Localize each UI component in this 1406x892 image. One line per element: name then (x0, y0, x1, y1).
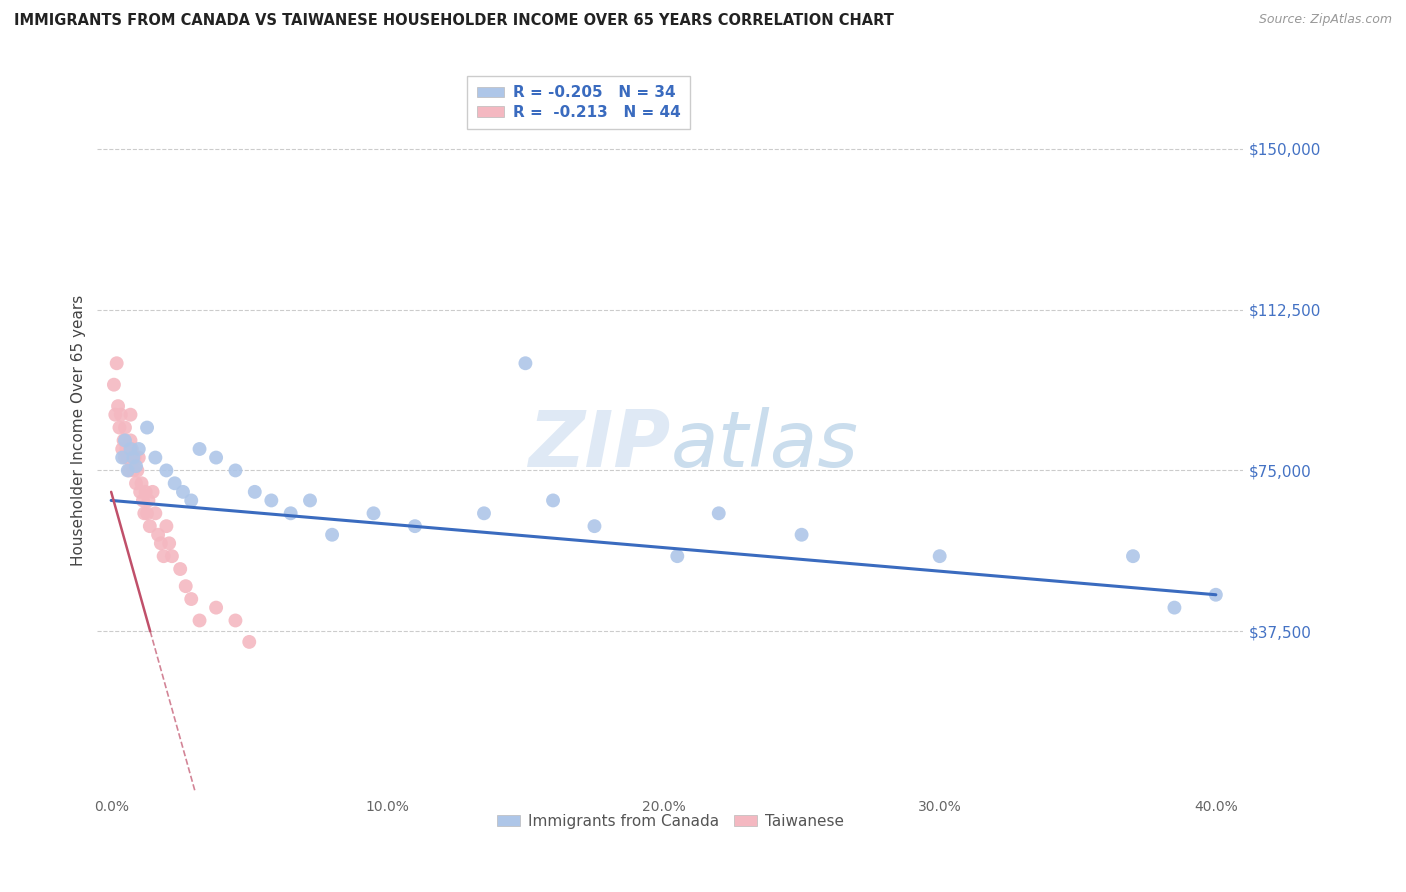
Point (131, 476, 153, 491)
Point (114, 420, 136, 434)
Point (110, 408, 132, 422)
Point (169, 562, 191, 576)
Point (146, 527, 169, 541)
Point (120, 408, 142, 422)
Point (163, 476, 186, 491)
Point (188, 614, 211, 628)
Text: ZIP: ZIP (529, 407, 671, 483)
Point (122, 463, 145, 477)
Point (121, 442, 143, 456)
Legend: Immigrants from Canada, Taiwanese: Immigrants from Canada, Taiwanese (491, 808, 849, 835)
Point (280, 506, 302, 520)
Point (111, 442, 134, 456)
Point (243, 484, 266, 499)
Point (224, 463, 246, 477)
Point (111, 450, 134, 465)
Point (114, 450, 136, 465)
Point (707, 506, 730, 520)
Point (117, 463, 139, 477)
Point (128, 442, 150, 456)
Point (124, 450, 146, 465)
Y-axis label: Householder Income Over 65 years: Householder Income Over 65 years (72, 294, 86, 566)
Point (108, 420, 131, 434)
Point (790, 527, 813, 541)
Point (136, 420, 159, 434)
Point (174, 579, 197, 593)
Point (125, 476, 148, 491)
Point (142, 484, 165, 499)
Point (105, 356, 128, 370)
Point (472, 506, 495, 520)
Point (541, 493, 564, 508)
Point (132, 493, 155, 508)
Point (120, 434, 142, 448)
Point (666, 549, 689, 564)
Point (205, 450, 228, 465)
Point (157, 536, 180, 550)
Point (134, 506, 156, 520)
Point (125, 459, 148, 474)
Point (404, 519, 426, 533)
Point (1163, 600, 1185, 615)
Point (114, 434, 136, 448)
Point (127, 463, 149, 477)
Point (155, 519, 177, 533)
Point (115, 442, 138, 456)
Point (238, 635, 260, 649)
Point (112, 434, 135, 448)
Point (143, 506, 166, 520)
Point (160, 549, 183, 564)
Point (928, 549, 950, 564)
Point (129, 484, 152, 499)
Point (1122, 549, 1144, 564)
Point (298, 493, 321, 508)
Point (104, 408, 127, 422)
Point (1205, 588, 1227, 602)
Point (103, 377, 125, 392)
Point (155, 463, 177, 477)
Point (188, 442, 211, 456)
Point (515, 356, 537, 370)
Point (180, 493, 202, 508)
Point (136, 506, 159, 520)
Point (120, 442, 142, 456)
Point (128, 450, 150, 465)
Point (583, 519, 606, 533)
Text: IMMIGRANTS FROM CANADA VS TAIWANESE HOUSEHOLDER INCOME OVER 65 YEARS CORRELATION: IMMIGRANTS FROM CANADA VS TAIWANESE HOUS… (14, 13, 894, 29)
Point (205, 600, 228, 615)
Point (107, 399, 129, 413)
Point (180, 592, 202, 607)
Text: Source: ZipAtlas.com: Source: ZipAtlas.com (1258, 13, 1392, 27)
Point (172, 484, 194, 499)
Point (139, 519, 162, 533)
Point (143, 450, 166, 465)
Point (117, 450, 139, 465)
Point (224, 614, 246, 628)
Point (152, 549, 174, 564)
Point (260, 493, 283, 508)
Point (135, 484, 157, 499)
Point (363, 506, 385, 520)
Point (149, 536, 172, 550)
Point (321, 527, 343, 541)
Point (122, 450, 145, 465)
Point (118, 463, 141, 477)
Point (138, 493, 160, 508)
Text: atlas: atlas (671, 407, 858, 483)
